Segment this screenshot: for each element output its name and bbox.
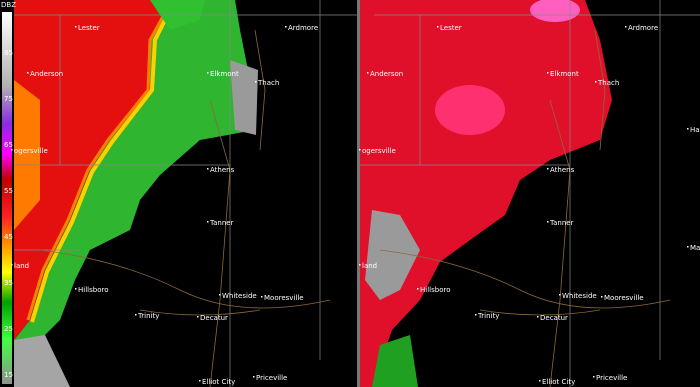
town-label: land [14, 262, 29, 270]
town-dot [475, 314, 477, 316]
town-dot [261, 296, 263, 298]
town-dot [537, 316, 539, 318]
town-dot [687, 246, 689, 248]
town-dot [11, 264, 13, 266]
town-dot [559, 294, 561, 296]
town-dot [547, 72, 549, 74]
town-dot [135, 314, 137, 316]
town-label: Anderson [30, 70, 63, 78]
town-dot [207, 72, 209, 74]
town-dot [27, 72, 29, 74]
town-dot [625, 26, 627, 28]
town-label: Whiteside [562, 292, 597, 300]
town-dot [687, 128, 689, 130]
town-dot [547, 168, 549, 170]
town-label: Mooresville [264, 294, 304, 302]
town-dot [253, 376, 255, 378]
scale-label: 25 [4, 325, 13, 333]
map-lines [14, 0, 700, 387]
town-label: Trinity [137, 312, 159, 320]
town-dot [601, 296, 603, 298]
scale-label: 65 [4, 141, 13, 149]
town-dot [207, 221, 209, 223]
town-label: Hillsboro [420, 286, 450, 294]
town-label: Athens [210, 166, 235, 174]
scale-label: 85 [4, 49, 13, 57]
town-label: ogersville [14, 147, 48, 155]
town-dot [367, 72, 369, 74]
town-label: Whiteside [222, 292, 257, 300]
town-dot [437, 26, 439, 28]
town-label: land [362, 262, 377, 270]
town-dot [197, 316, 199, 318]
scale-label: 55 [4, 187, 13, 195]
town-label: ogersville [362, 147, 396, 155]
town-label: Priceville [596, 374, 627, 382]
town-dot [539, 380, 541, 382]
town-dot [285, 26, 287, 28]
scale-title: DBZ [1, 1, 16, 9]
town-label: Ardmore [628, 24, 658, 32]
town-label: Madi [690, 244, 700, 252]
town-dot [417, 288, 419, 290]
town-dot [11, 149, 13, 151]
scale-label: 35 [4, 279, 13, 287]
town-dot [593, 376, 595, 378]
town-dot [199, 380, 201, 382]
scale-labels: 85 75 65 55 45 35 25 15 [4, 49, 13, 379]
town-dot [595, 81, 597, 83]
right-echoes [360, 0, 612, 387]
towns: Lester Ardmore Anderson Elkmont Thach ogersvi… [11, 24, 700, 386]
town-label: Elliot City [202, 378, 235, 386]
color-scale [2, 12, 12, 384]
town-dot [207, 168, 209, 170]
town-label: Mooresville [604, 294, 644, 302]
town-label: Tanner [209, 219, 234, 227]
town-dot [359, 264, 361, 266]
town-label: Elliot City [542, 378, 575, 386]
town-label: Tanner [549, 219, 574, 227]
town-label: Decatur [200, 314, 228, 322]
town-label: Thach [597, 79, 619, 87]
town-label: Elkmont [210, 70, 239, 78]
town-dot [547, 221, 549, 223]
town-label: Trinity [477, 312, 499, 320]
town-label: Athens [550, 166, 575, 174]
town-label: Hillsboro [78, 286, 108, 294]
town-label: Priceville [256, 374, 287, 382]
town-label: Decatur [540, 314, 568, 322]
town-label: Elkmont [550, 70, 579, 78]
town-label: Lester [78, 24, 100, 32]
town-dot [359, 149, 361, 151]
town-dot [255, 81, 257, 83]
scale-label: 45 [4, 233, 13, 241]
panel-divider [357, 0, 360, 387]
town-dot [75, 288, 77, 290]
town-label: Lester [440, 24, 462, 32]
scale-label: 75 [4, 95, 13, 103]
scale-label: 15 [4, 371, 13, 379]
town-dot [219, 294, 221, 296]
town-dot [75, 26, 77, 28]
town-label: Anderson [370, 70, 403, 78]
town-label: Ardmore [288, 24, 318, 32]
town-label: Thach [257, 79, 279, 87]
town-label: Harve [690, 126, 700, 134]
